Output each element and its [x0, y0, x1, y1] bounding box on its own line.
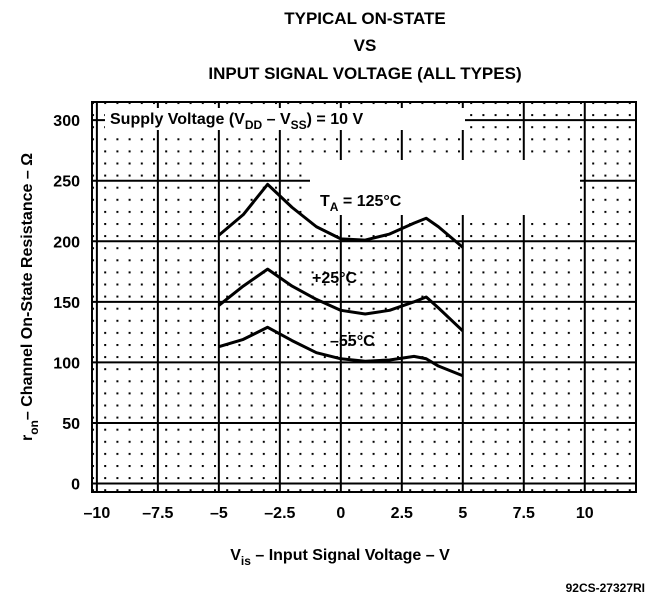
chart-title: INPUT SIGNAL VOLTAGE (ALL TYPES): [208, 64, 521, 83]
y-tick-label: 50: [62, 416, 80, 433]
x-axis-label: Vis – Input Signal Voltage – V: [230, 547, 450, 568]
label-box: [105, 108, 465, 130]
chart-title: VS: [354, 36, 377, 55]
plot-frame: [91, 101, 637, 493]
annotation: TA = 125°C: [320, 193, 402, 214]
y-tick-label: 200: [53, 234, 80, 251]
annotation: Supply Voltage (VDD – VSS) = 10 V: [110, 111, 363, 132]
series-line: [218, 325, 464, 378]
x-tick-label: –7.5: [142, 505, 173, 522]
x-tick-label: –2.5: [264, 505, 295, 522]
y-tick-label: 0: [71, 477, 80, 494]
y-tick-label: 250: [53, 174, 80, 191]
figure-code: 92CS-27327RI: [566, 581, 645, 595]
x-tick-label: 5: [458, 505, 467, 522]
series-line: [217, 182, 464, 249]
x-tick-label: 2.5: [391, 505, 413, 522]
y-tick-label: 150: [53, 295, 80, 312]
x-tick-label: 7.5: [513, 505, 535, 522]
lines: [217, 182, 464, 378]
series-line: [217, 267, 464, 333]
annotation: +25°C: [312, 270, 358, 287]
y-tick-label: 100: [53, 355, 80, 372]
chart-title: TYPICAL ON-STATE: [284, 9, 446, 28]
label-box: [310, 160, 580, 215]
y-axis-label: ron– Channel On-State Resistance – Ω: [19, 153, 41, 441]
x-tick-label: 10: [576, 505, 594, 522]
x-tick-label: 0: [336, 505, 345, 522]
x-tick-label: –10: [84, 505, 111, 522]
y-tick-label: 300: [53, 113, 80, 130]
annotation: –55°C: [330, 333, 375, 350]
x-tick-label: –5: [210, 505, 228, 522]
